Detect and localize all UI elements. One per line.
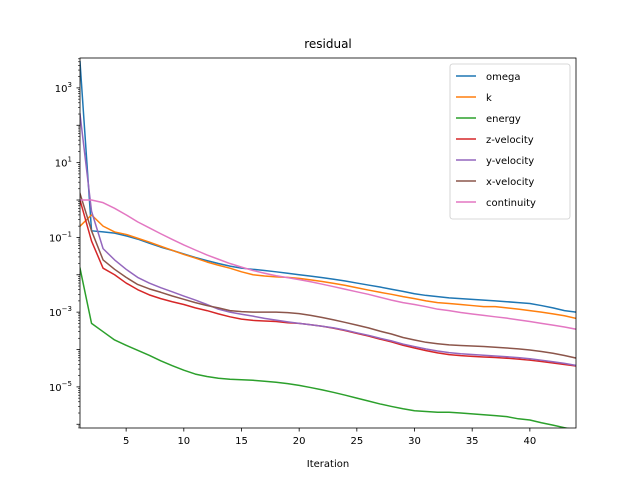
y-tick-base: 10 — [55, 159, 68, 170]
legend-label-x-velocity: x-velocity — [486, 177, 534, 188]
x-axis-label: Iteration — [307, 459, 349, 470]
y-tick-exponent: −5 — [62, 380, 72, 388]
x-tick-label: 10 — [177, 436, 190, 447]
y-tick-exponent: 1 — [68, 156, 72, 164]
y-tick-base: 10 — [49, 383, 62, 394]
y-tick-base: 10 — [49, 233, 62, 244]
legend-box — [449, 63, 571, 220]
y-tick-exponent: −1 — [62, 230, 72, 238]
y-tick-base: 10 — [55, 84, 68, 95]
x-axis: 5 10 15 20 25 30 35 40 — [123, 428, 536, 447]
series-line-energy — [80, 267, 570, 428]
y-tick-label: 101 — [55, 156, 72, 170]
x-tick-label: 35 — [466, 436, 479, 447]
legend-label-k: k — [486, 93, 492, 104]
chart-title: residual — [304, 37, 352, 51]
legend-label-z-velocity: z-velocity — [486, 135, 534, 146]
x-tick-label: 30 — [408, 436, 421, 447]
series-line-k — [80, 214, 576, 320]
y-tick-base: 10 — [49, 308, 62, 319]
x-tick-label: 15 — [235, 436, 248, 447]
legend: omega k energy z-velocity y-velocity x-veloci… — [449, 63, 571, 220]
legend-label-energy: energy — [486, 114, 521, 125]
legend-label-omega: omega — [486, 72, 521, 83]
y-tick-exponent: 3 — [68, 81, 72, 89]
series-layer — [80, 60, 576, 428]
series-line-continuity — [80, 199, 576, 330]
x-tick-label: 40 — [523, 436, 536, 447]
series-line-x-velocity — [80, 192, 576, 359]
x-tick-label: 20 — [293, 436, 306, 447]
y-tick-label: 10−3 — [49, 305, 72, 319]
x-tick-label: 5 — [123, 436, 129, 447]
y-tick-exponent: −3 — [62, 305, 72, 313]
legend-label-continuity: continuity — [486, 198, 536, 209]
y-tick-label: 10−1 — [49, 230, 72, 244]
y-tick-label: 103 — [55, 81, 72, 95]
y-tick-label: 10−5 — [49, 380, 72, 394]
legend-label-y-velocity: y-velocity — [486, 156, 534, 167]
x-tick-label: 25 — [350, 436, 363, 447]
series-line-y-velocity — [80, 113, 576, 367]
